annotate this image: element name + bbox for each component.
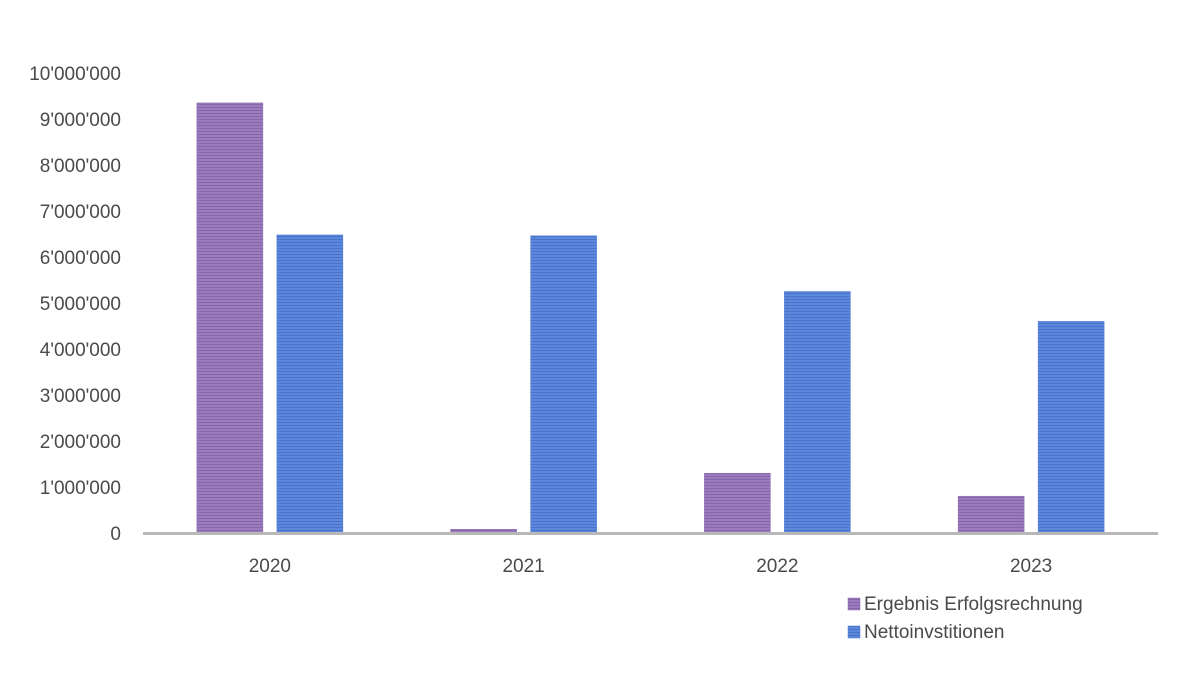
y-tick-label: 6'000'000 (40, 248, 121, 269)
y-tick-label: 7'000'000 (40, 202, 121, 223)
x-tick-label: 2023 (1010, 556, 1052, 577)
legend: Ergebnis Erfolgsrechnung Nettoinvstitione… (847, 594, 1083, 643)
bar-ergebnis-2022 (704, 472, 771, 534)
y-tick-label: 4'000'000 (40, 340, 121, 361)
bar-ergebnis-2023 (957, 495, 1025, 534)
bar-ergebnis-2020 (196, 102, 264, 534)
legend-swatch (847, 625, 861, 639)
y-tick-label: 5'000'000 (40, 294, 121, 315)
y-tick-label: 9'000'000 (40, 110, 121, 131)
legend-swatch (847, 597, 861, 611)
bar-netto-2021 (530, 235, 597, 534)
y-tick-label: 2'000'000 (40, 432, 121, 453)
y-axis: 0 1'000'000 2'000'000 3'000'000 4'000'000 5'0… (29, 64, 121, 545)
bar-netto-2022 (784, 291, 851, 534)
y-tick-label: 8'000'000 (40, 156, 121, 177)
bars-group (196, 102, 1105, 534)
x-tick-label: 2022 (756, 556, 798, 577)
x-axis: 2020 2021 2022 2023 (249, 556, 1053, 577)
bar-netto-2020 (276, 234, 344, 534)
y-tick-label: 3'000'000 (40, 386, 121, 407)
x-tick-label: 2021 (502, 556, 544, 577)
x-tick-label: 2020 (249, 556, 291, 577)
y-tick-label: 10'000'000 (29, 64, 121, 85)
legend-label: Nettoinvstitionen (864, 622, 1004, 643)
y-tick-label: 0 (110, 524, 121, 545)
legend-label: Ergebnis Erfolgsrechnung (864, 594, 1083, 615)
bar-netto-2023 (1037, 321, 1105, 534)
y-tick-label: 1'000'000 (40, 478, 121, 499)
